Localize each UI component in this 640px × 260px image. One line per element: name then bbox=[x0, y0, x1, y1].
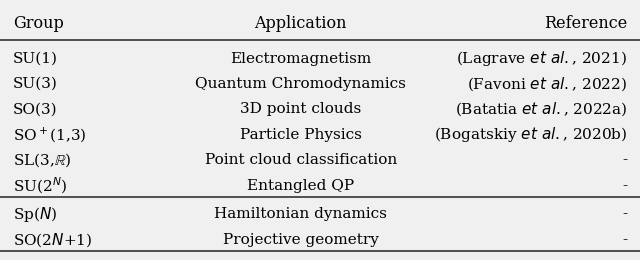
Text: -: - bbox=[622, 153, 627, 167]
Text: (Favoni $\mathit{et\ al.}$, 2022): (Favoni $\mathit{et\ al.}$, 2022) bbox=[467, 75, 627, 93]
Text: Particle Physics: Particle Physics bbox=[240, 128, 362, 142]
Text: Projective geometry: Projective geometry bbox=[223, 233, 379, 247]
Text: -: - bbox=[622, 207, 627, 221]
Text: SU(2$^N$): SU(2$^N$) bbox=[13, 176, 67, 196]
Text: SU(1): SU(1) bbox=[13, 51, 58, 66]
Text: SO(2$N$+1): SO(2$N$+1) bbox=[13, 231, 92, 249]
Text: Hamiltonian dynamics: Hamiltonian dynamics bbox=[214, 207, 387, 221]
Text: Point cloud classification: Point cloud classification bbox=[205, 153, 397, 167]
Text: -: - bbox=[622, 233, 627, 247]
Text: SL(3,$\mathbb{R}$): SL(3,$\mathbb{R}$) bbox=[13, 152, 71, 169]
Text: Electromagnetism: Electromagnetism bbox=[230, 51, 371, 66]
Text: 3D point clouds: 3D point clouds bbox=[240, 102, 362, 116]
Text: Group: Group bbox=[13, 15, 63, 32]
Text: SO(3): SO(3) bbox=[13, 102, 58, 116]
Text: -: - bbox=[622, 179, 627, 193]
Text: (Lagrave $\mathit{et\ al.}$, 2021): (Lagrave $\mathit{et\ al.}$, 2021) bbox=[456, 49, 627, 68]
Text: Quantum Chromodynamics: Quantum Chromodynamics bbox=[195, 77, 406, 91]
Text: Reference: Reference bbox=[544, 15, 627, 32]
Text: Application: Application bbox=[255, 15, 347, 32]
Text: SO$^+$(1,3): SO$^+$(1,3) bbox=[13, 125, 86, 145]
Text: (Bogatskiy $\mathit{et\ al.}$, 2020b): (Bogatskiy $\mathit{et\ al.}$, 2020b) bbox=[434, 125, 627, 145]
Text: (Batatia $\mathit{et\ al.}$, 2022a): (Batatia $\mathit{et\ al.}$, 2022a) bbox=[455, 101, 627, 118]
Text: Entangled QP: Entangled QP bbox=[247, 179, 355, 193]
Text: SU(3): SU(3) bbox=[13, 77, 58, 91]
Text: Sp($N$): Sp($N$) bbox=[13, 205, 57, 224]
